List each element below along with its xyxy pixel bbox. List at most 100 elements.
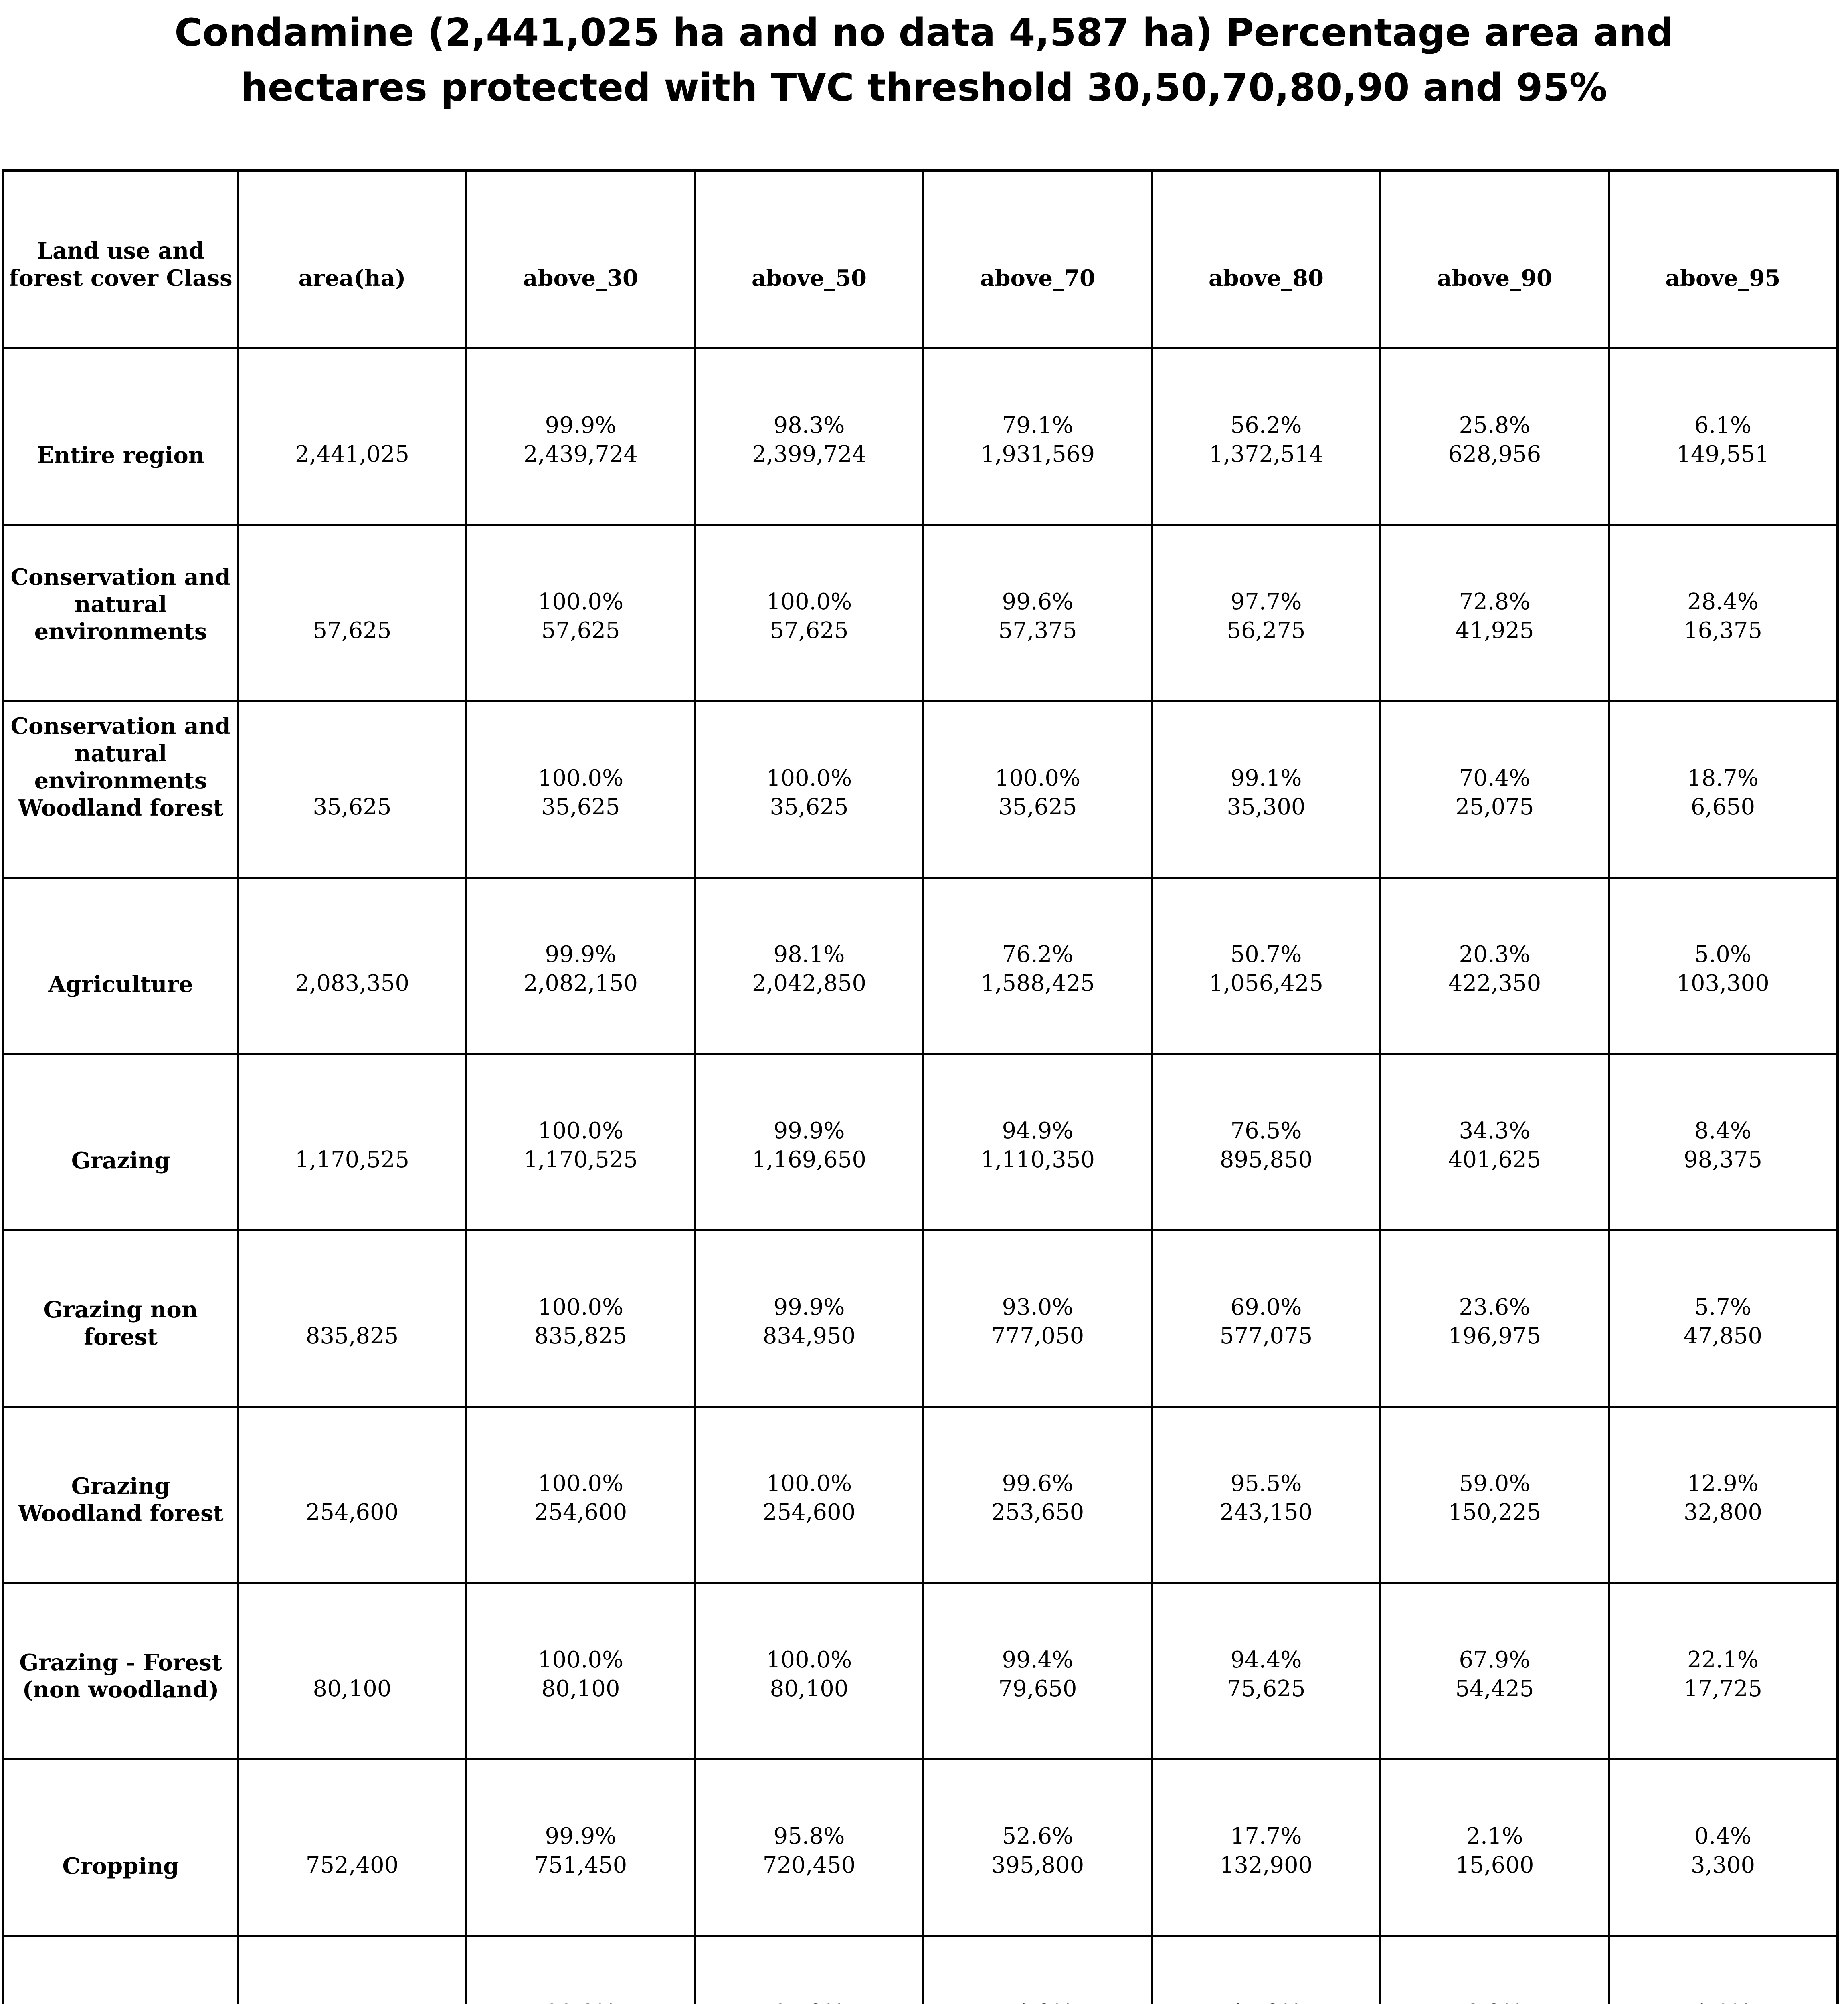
area-cell: 35,625 [237, 700, 467, 879]
percent-value: 3.2% [1385, 1998, 1604, 2004]
column-header-area: area(ha) [237, 170, 467, 349]
row-label: Grazing non forest [43, 1296, 198, 1350]
page-title: Condamine (2,441,025 ha and no data 4,58… [0, 6, 1848, 115]
percent-value: 100.0% [995, 765, 1081, 791]
percent-value: 12.9% [1687, 1470, 1759, 1497]
threshold-cell: 6.1% 149,551 [1608, 347, 1838, 526]
threshold-cell: 99.9% 834,950 [694, 1229, 924, 1408]
threshold-cell: 99.6% 57,375 [922, 524, 1153, 702]
threshold-cell: 100.0% 35,625 [922, 700, 1153, 879]
area-cell: 752,400 [237, 1758, 467, 1937]
table-body: Entire region 2,441,025 99.9% 2,439,724 98.3… [2, 347, 1838, 2004]
threshold-cell: 51.2%82,000 [922, 1935, 1153, 2004]
threshold-cell: 95.5% 243,150 [1151, 1406, 1381, 1584]
threshold-cell: 52.6% 395,800 [922, 1758, 1153, 1937]
percent-value: 52.6% [1002, 1823, 1074, 1849]
hectares-value: 2,082,150 [523, 970, 638, 996]
hectares-value: 1,110,350 [980, 1146, 1095, 1173]
hectares-value: 395,800 [991, 1852, 1084, 1878]
tvc-threshold-table: Land use and forest cover Class area(ha)… [2, 169, 1839, 2004]
threshold-cell: 34.3% 401,625 [1379, 1053, 1610, 1231]
percent-value: 59.0% [1459, 1470, 1531, 1497]
table-row: Conservation and natural environments 57,… [2, 524, 1838, 702]
threshold-cell: 17.2%27,500 [1151, 1935, 1381, 2004]
area-value: 752,400 [305, 1852, 399, 1878]
row-label: Grazing Woodland forest [18, 1473, 224, 1527]
column-header-above-80: above_80 [1151, 170, 1381, 349]
hectares-value: 80,100 [541, 1675, 620, 1702]
column-header-above-50: above_50 [694, 170, 924, 349]
percent-value: 70.4% [1459, 765, 1531, 791]
row-label-cell: Grazing non forest [2, 1229, 239, 1408]
hectares-value: 35,625 [541, 794, 620, 820]
table-row: Grazing - Forest (non woodland) 80,100 100… [2, 1582, 1838, 1760]
column-header-label: Land use and forest cover Class [9, 238, 233, 291]
hectares-value: 103,300 [1676, 970, 1769, 996]
percent-value: 76.5% [1230, 1117, 1302, 1144]
hectares-value: 196,975 [1448, 1323, 1541, 1349]
hectares-value: 35,625 [998, 794, 1077, 820]
hectares-value: 17,725 [1684, 1675, 1762, 1702]
percent-value: 56.2% [1230, 412, 1302, 438]
row-label-cell: Conservation and natural environments [2, 524, 239, 702]
percent-value: 25.8% [1459, 412, 1531, 438]
percent-value: 8.4% [1694, 1117, 1752, 1144]
percent-value: 99.1% [1230, 765, 1302, 791]
table-row: Grazing Woodland forest 254,600 100.0% 254,… [2, 1406, 1838, 1584]
hectares-value: 422,350 [1448, 970, 1541, 996]
row-label: Cropping [62, 1852, 179, 1879]
table-row: Agriculture 2,083,350 99.9% 2,082,150 98.1% 2… [2, 877, 1838, 1055]
table-row: Cropping 752,400 99.9% 751,450 95.8% 720,450 5… [2, 1758, 1838, 1937]
row-label-cell: Agriculture [2, 877, 239, 1055]
row-label: Agriculture [48, 971, 193, 998]
threshold-cell: 95.8% 720,450 [694, 1758, 924, 1937]
page-title-line1: Condamine (2,441,025 ha and no data 4,58… [174, 11, 1674, 55]
threshold-cell: 67.9% 54,425 [1379, 1582, 1610, 1760]
row-label-cell: Irrigation [2, 1935, 239, 2004]
threshold-cell: 97.7% 56,275 [1151, 524, 1381, 702]
percent-value: 99.9% [773, 1117, 845, 1144]
threshold-cell: 28.4% 16,375 [1608, 524, 1838, 702]
area-cell: 2,441,025 [237, 347, 467, 526]
column-header-above-95: above_95 [1608, 170, 1838, 349]
hectares-value: 1,169,650 [752, 1146, 866, 1173]
table-row: Entire region 2,441,025 99.9% 2,439,724 98.3… [2, 347, 1838, 526]
threshold-cell: 100.0% 80,100 [465, 1582, 696, 1760]
hectares-value: 720,450 [762, 1852, 856, 1878]
threshold-cell: 100.0% 835,825 [465, 1229, 696, 1408]
percent-value: 99.4% [1002, 1646, 1074, 1673]
threshold-cell: 99.8%159,900 [465, 1935, 696, 2004]
row-label-cell: Grazing - Forest (non woodland) [2, 1582, 239, 1760]
threshold-cell: 18.7% 6,650 [1608, 700, 1838, 879]
percent-value: 94.9% [1002, 1117, 1074, 1144]
percent-value: 99.9% [773, 1294, 845, 1320]
column-header-label: above_90 [1437, 265, 1552, 291]
threshold-cell: 100.0% 35,625 [465, 700, 696, 879]
hectares-value: 6,650 [1690, 794, 1755, 820]
percent-value: 50.7% [1230, 941, 1302, 968]
threshold-cell: 56.2% 1,372,514 [1151, 347, 1381, 526]
column-header-class: Land use and forest cover Class [2, 170, 239, 349]
threshold-cell: 94.9% 1,110,350 [922, 1053, 1153, 1231]
threshold-cell: 12.9% 32,800 [1608, 1406, 1838, 1584]
threshold-cell: 59.0% 150,225 [1379, 1406, 1610, 1584]
percent-value: 93.0% [1002, 1294, 1074, 1320]
area-cell: 57,625 [237, 524, 467, 702]
hectares-value: 32,800 [1684, 1499, 1762, 1525]
column-header-above-30: above_30 [465, 170, 696, 349]
percent-value: 1.0% [1614, 1998, 1832, 2004]
hectares-value: 243,150 [1219, 1499, 1313, 1525]
area-cell: 80,100 [237, 1582, 467, 1760]
area-value: 835,825 [305, 1323, 399, 1349]
hectares-value: 254,600 [762, 1499, 856, 1525]
hectares-value: 35,300 [1227, 794, 1306, 820]
percent-value: 100.0% [538, 1470, 624, 1497]
area-value: 80,100 [313, 1675, 392, 1702]
hectares-value: 1,372,514 [1209, 441, 1323, 467]
table-row: Grazing 1,170,525 100.0% 1,170,525 99.9% 1,16… [2, 1053, 1838, 1231]
percent-value: 5.7% [1694, 1294, 1752, 1320]
hectares-value: 25,075 [1455, 794, 1534, 820]
percent-value: 95.8% [773, 1823, 845, 1849]
hectares-value: 751,450 [534, 1852, 627, 1878]
threshold-cell: 99.6% 253,650 [922, 1406, 1153, 1584]
